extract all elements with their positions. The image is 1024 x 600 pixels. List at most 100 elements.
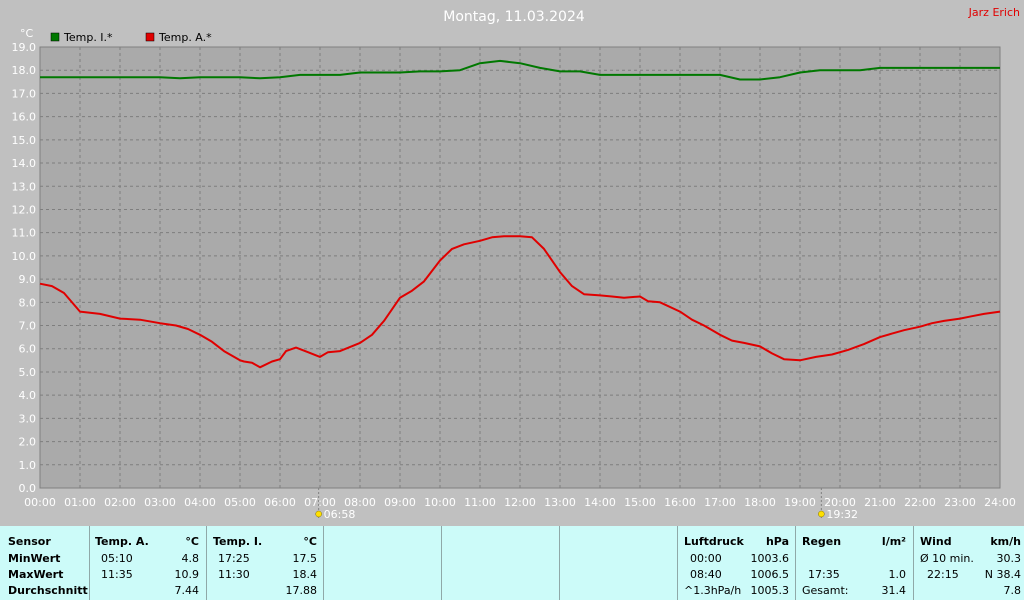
sunset-icon	[818, 510, 825, 518]
x-tick-label: 19:00	[784, 496, 816, 509]
temp-i-min-value: 17.5	[292, 552, 318, 565]
rain-row2-time: 17:35	[808, 568, 840, 581]
temp-a-max-value: 10.9	[174, 568, 200, 581]
column-divider	[206, 526, 207, 600]
durchschnitt-label: Durchschnitt	[8, 584, 88, 597]
y-tick-label: 14.0	[12, 157, 37, 170]
x-tick-label: 03:00	[144, 496, 176, 509]
y-tick-label: 19.0	[12, 41, 37, 54]
legend-swatch-temp-i	[50, 32, 60, 42]
temp-a-min-time: 05:10	[101, 552, 133, 565]
wind-row1-label: Ø 10 min.	[920, 552, 974, 565]
series-line-temp-i	[40, 59, 1000, 81]
temp-i-max-time: 11:30	[218, 568, 250, 581]
column-divider	[913, 526, 914, 600]
x-tick-label: 11:00	[464, 496, 496, 509]
y-tick-label: 15.0	[12, 134, 37, 147]
sunrise-label: 06:58	[324, 508, 356, 521]
rain-total-label: Gesamt:	[802, 584, 849, 597]
temp-i-unit: °C	[303, 535, 317, 548]
stats-panel: Sensor MinWert MaxWert Durchschnitt Temp…	[0, 526, 1024, 600]
minwert-label: MinWert	[8, 552, 61, 565]
wind-row3-value: 7.8	[1003, 584, 1022, 597]
rain-row2-value: 1.0	[888, 568, 907, 581]
y-tick-label: 9.0	[19, 273, 37, 286]
wind-unit: km/h	[990, 535, 1021, 548]
rain-header: Regen	[802, 535, 842, 548]
column-divider	[559, 526, 560, 600]
temp-i-min-time: 17:25	[218, 552, 250, 565]
x-tick-label: 23:00	[944, 496, 976, 509]
y-tick-label: 13.0	[12, 180, 37, 193]
x-tick-label: 18:00	[744, 496, 776, 509]
x-tick-label: 22:00	[904, 496, 936, 509]
pressure-row2-time: 08:40	[690, 568, 722, 581]
y-tick-label: 12.0	[12, 203, 37, 216]
series-lines	[39, 59, 1001, 369]
x-tick-label: 09:00	[384, 496, 416, 509]
temp-a-max-time: 11:35	[101, 568, 133, 581]
pressure-row1-value: 1003.6	[750, 552, 790, 565]
x-tick-label: 02:00	[104, 496, 136, 509]
x-tick-label: 04:00	[184, 496, 216, 509]
pressure-unit: hPa	[765, 535, 789, 548]
temp-i-avg-value: 17.88	[285, 584, 318, 597]
x-tick-label: 17:00	[704, 496, 736, 509]
wind-row2-time: 22:15	[927, 568, 959, 581]
plot-border	[39, 46, 1001, 489]
sun-markers: 06:58 19:32	[315, 488, 858, 521]
y-tick-label: 2.0	[19, 436, 37, 449]
x-tick-label: 20:00	[824, 496, 856, 509]
y-axis-label: °C	[20, 27, 34, 40]
y-tick-label: 17.0	[12, 87, 37, 100]
x-tick-label: 08:00	[344, 496, 376, 509]
pressure-trend-label: ^1.3hPa/h	[684, 584, 742, 597]
column-divider	[677, 526, 678, 600]
y-tick-label: 6.0	[19, 343, 37, 356]
x-tick-label: 05:00	[224, 496, 256, 509]
sunset-label: 19:32	[826, 508, 858, 521]
column-divider	[441, 526, 442, 600]
x-tick-label: 13:00	[544, 496, 576, 509]
brand-label: Jarz Erich	[968, 6, 1020, 19]
y-tick-label: 8.0	[19, 296, 37, 309]
legend-label-temp-i: Temp. I.*	[63, 31, 113, 44]
temp-a-min-value: 4.8	[181, 552, 200, 565]
y-tick-label: 11.0	[12, 227, 37, 240]
rain-unit: l/m²	[881, 535, 906, 548]
x-tick-label: 06:00	[264, 496, 296, 509]
pressure-row2-value: 1006.5	[750, 568, 790, 581]
chart-title: Montag, 11.03.2024	[443, 9, 585, 25]
pressure-row3-value: 1005.3	[750, 584, 790, 597]
x-tick-label: 16:00	[664, 496, 696, 509]
y-tick-label: 5.0	[19, 366, 37, 379]
wind-row1-value: 30.3	[996, 552, 1022, 565]
x-tick-label: 24:00	[984, 496, 1016, 509]
y-tick-label: 3.0	[19, 412, 37, 425]
maxwert-label: MaxWert	[8, 568, 64, 581]
temperature-chart: Montag, 11.03.2024 Jarz Erich °C Temp. I…	[12, 6, 1021, 521]
legend-swatch-temp-a	[145, 32, 155, 42]
temp-a-unit: °C	[185, 535, 199, 548]
x-tick-label: 01:00	[64, 496, 96, 509]
legend: Temp. I.* Temp. A.*	[50, 31, 212, 44]
rain-total-value: 31.4	[881, 584, 907, 597]
temp-i-max-value: 18.4	[292, 568, 318, 581]
grid	[40, 47, 1000, 488]
x-ticks: 00:00 01:00 02:00 03:00 04:00 05:00 06:00 07:00…	[24, 496, 1016, 509]
x-tick-label: 21:00	[864, 496, 896, 509]
y-tick-label: 16.0	[12, 111, 37, 124]
pressure-header: Luftdruck	[684, 535, 744, 548]
pressure-row1-time: 00:00	[690, 552, 722, 565]
sensor-header: Sensor	[8, 535, 51, 548]
x-tick-label: 10:00	[424, 496, 456, 509]
x-tick-label: 15:00	[624, 496, 656, 509]
x-tick-label: 12:00	[504, 496, 536, 509]
wind-row2-value: N 38.4	[984, 568, 1021, 581]
temp-a-avg-value: 7.44	[174, 584, 200, 597]
column-divider	[323, 526, 324, 600]
y-tick-label: 10.0	[12, 250, 37, 263]
temp-a-header: Temp. A.	[95, 535, 149, 548]
x-tick-label: 14:00	[584, 496, 616, 509]
y-tick-label: 0.0	[19, 482, 37, 495]
